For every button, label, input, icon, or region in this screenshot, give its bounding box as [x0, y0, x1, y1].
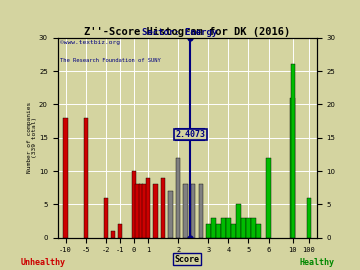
Bar: [146, 178, 150, 238]
Title: Z''-Score Histogram for DK (2016): Z''-Score Histogram for DK (2016): [84, 27, 290, 37]
Bar: [84, 118, 88, 238]
Bar: [132, 171, 136, 238]
Bar: [236, 204, 240, 238]
Y-axis label: Number of companies
(339 total): Number of companies (339 total): [27, 102, 37, 173]
Bar: [291, 65, 295, 238]
Bar: [135, 184, 140, 238]
Text: The Research Foundation of SUNY: The Research Foundation of SUNY: [60, 58, 161, 63]
Bar: [246, 218, 251, 238]
Bar: [176, 158, 180, 238]
Bar: [184, 184, 188, 238]
Bar: [231, 224, 236, 238]
Bar: [241, 218, 246, 238]
Text: Healthy: Healthy: [299, 258, 334, 266]
Bar: [23, 144, 28, 238]
Bar: [216, 224, 221, 238]
Bar: [251, 218, 256, 238]
Bar: [118, 224, 122, 238]
Text: ©www.textbiz.org: ©www.textbiz.org: [60, 40, 120, 45]
Bar: [266, 158, 271, 238]
Bar: [168, 191, 173, 238]
Bar: [153, 184, 158, 238]
Bar: [256, 224, 261, 238]
Bar: [111, 231, 115, 238]
Text: Unhealthy: Unhealthy: [21, 258, 66, 266]
Bar: [142, 184, 147, 238]
Bar: [291, 98, 295, 238]
Bar: [139, 184, 143, 238]
Bar: [63, 118, 68, 238]
Bar: [226, 218, 231, 238]
X-axis label: Score: Score: [175, 255, 200, 264]
Bar: [221, 218, 226, 238]
Bar: [206, 224, 211, 238]
Bar: [199, 184, 203, 238]
Bar: [191, 184, 195, 238]
Text: 2.4073: 2.4073: [175, 130, 206, 139]
Bar: [104, 198, 108, 238]
Bar: [307, 198, 311, 238]
Text: Sector: Energy: Sector: Energy: [142, 28, 218, 37]
Bar: [211, 218, 216, 238]
Bar: [161, 178, 165, 238]
